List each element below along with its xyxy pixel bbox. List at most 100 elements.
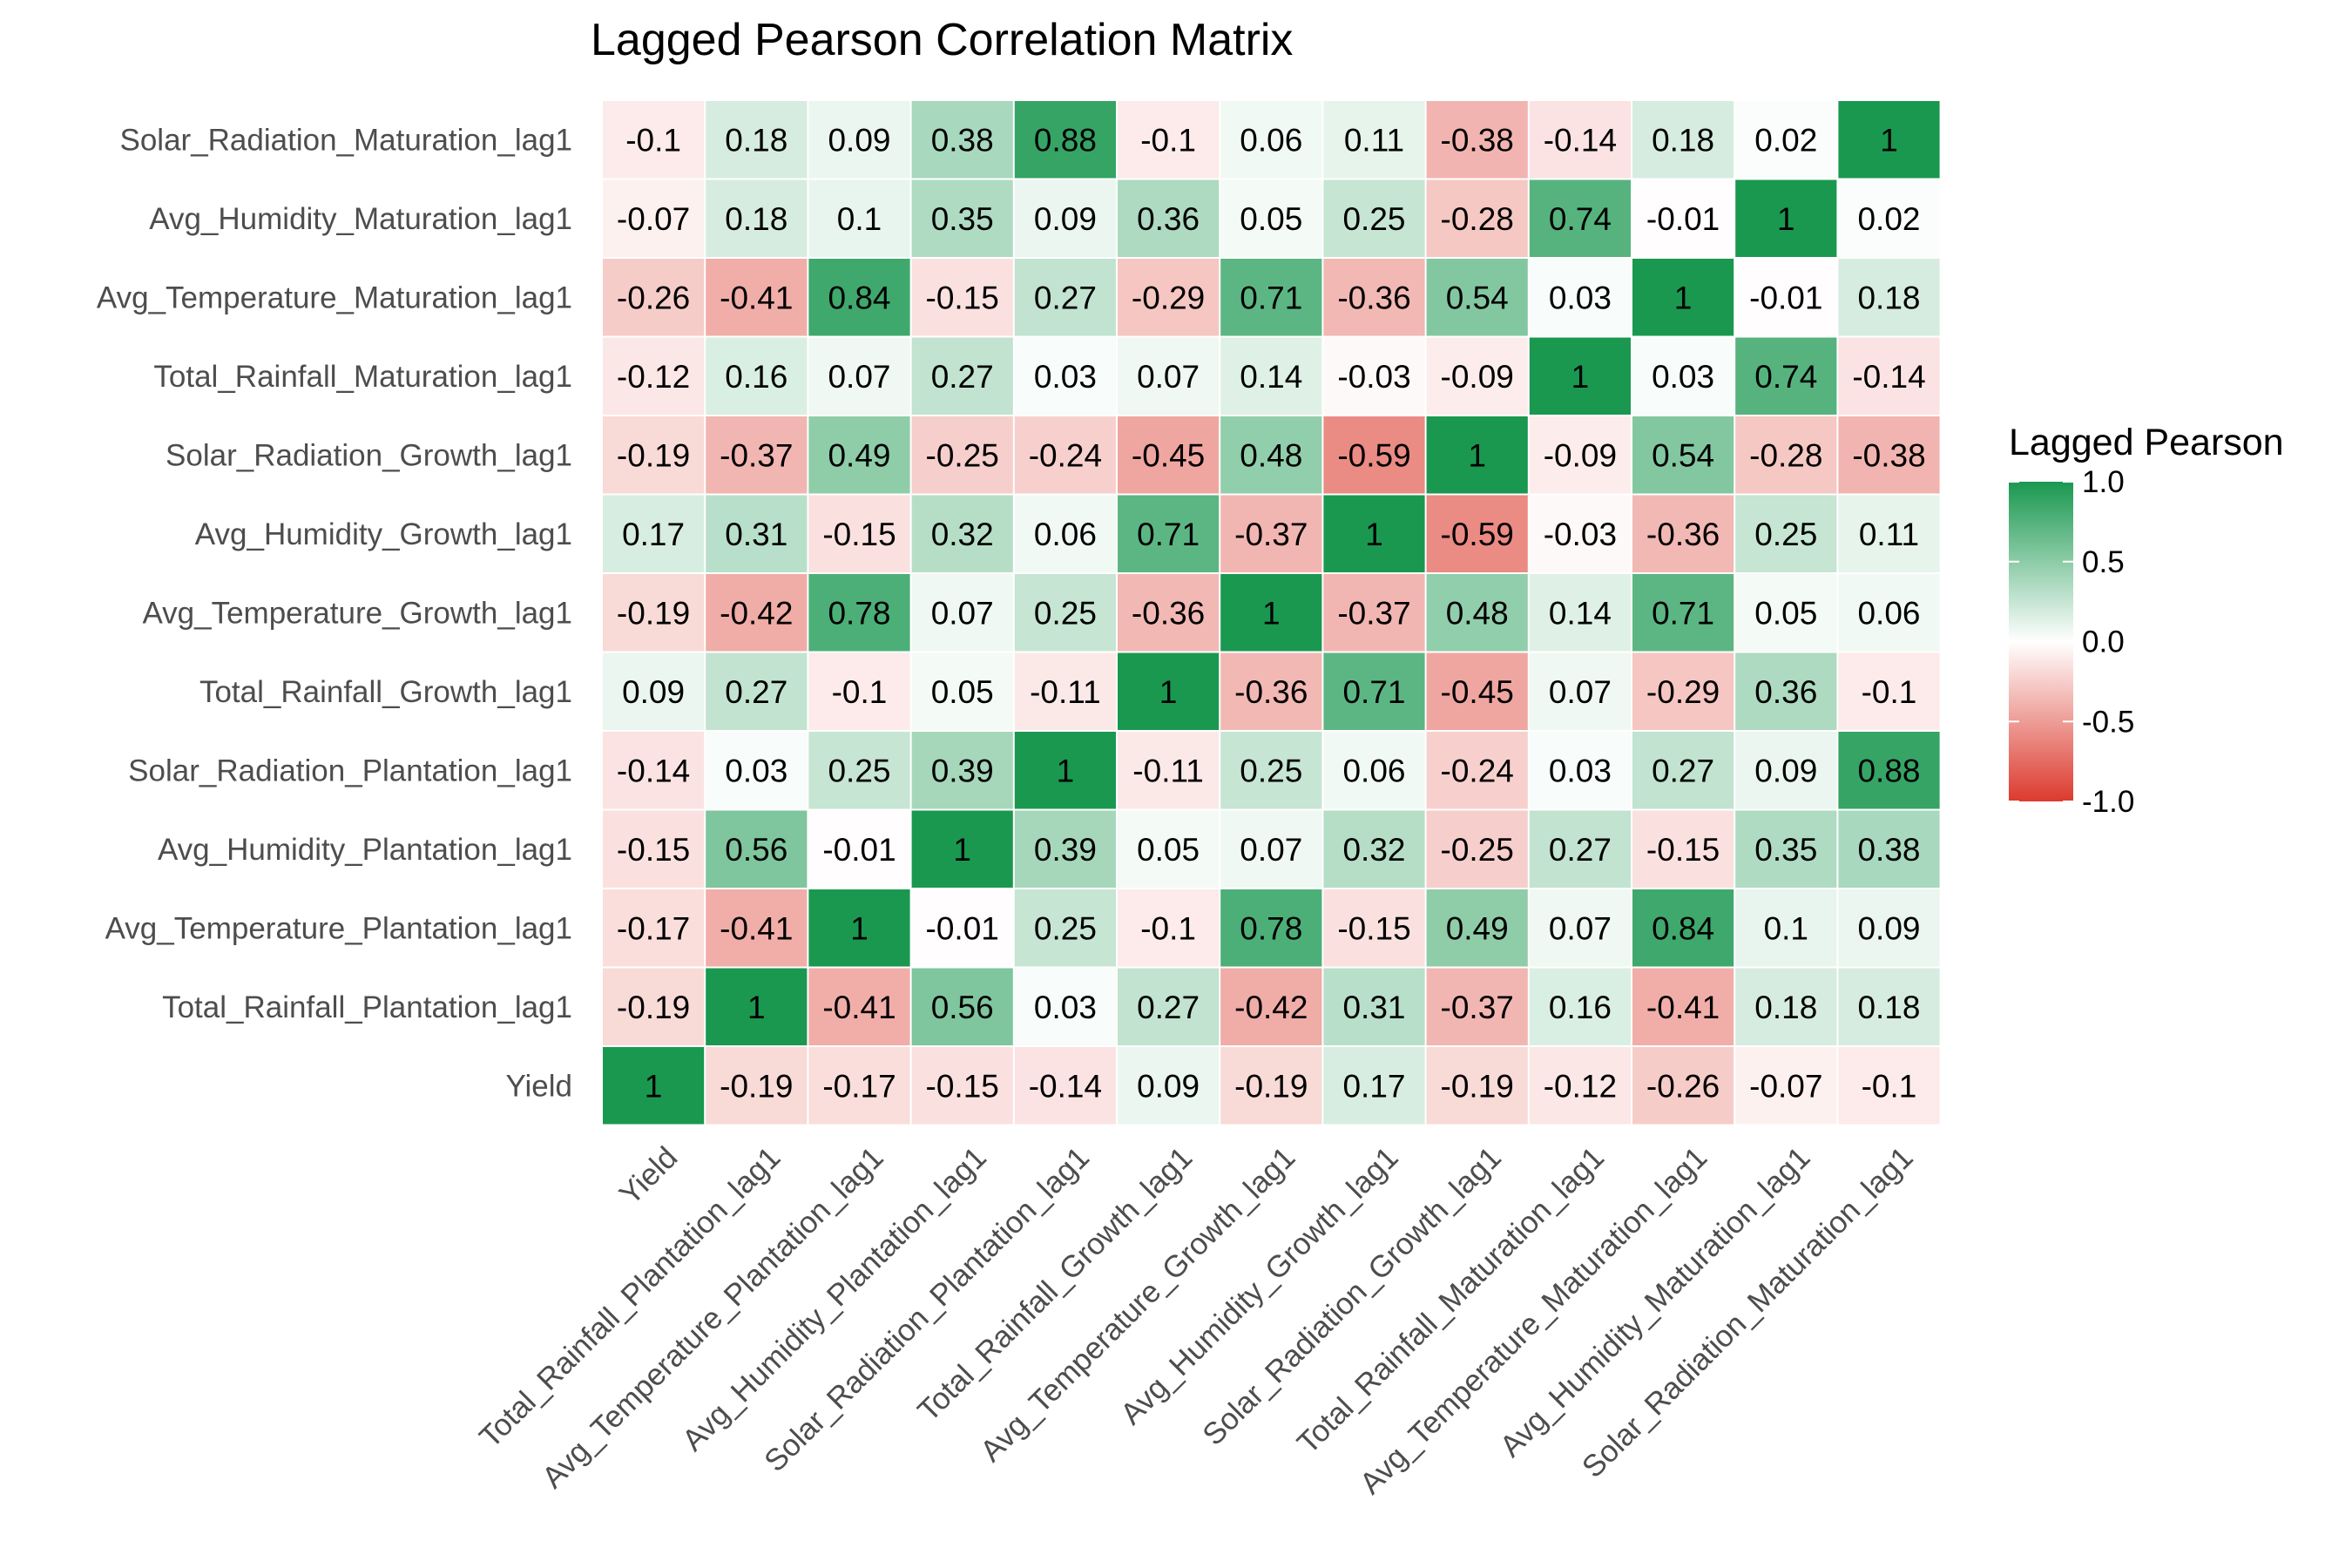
legend-tick-label: 0.5: [2082, 545, 2125, 579]
heatmap-cell: [1014, 810, 1116, 888]
heatmap-cell: [911, 652, 1013, 730]
cell-value-label: 0.84: [828, 280, 890, 315]
legend-tick-label: -0.5: [2082, 705, 2134, 739]
y-tick-label: Avg_Humidity_Plantation_lag1: [158, 833, 572, 867]
heatmap-cell: [1426, 810, 1528, 888]
heatmap-cell: [1632, 179, 1734, 257]
cell-value-label: -0.41: [1646, 990, 1720, 1025]
legend-colorbar: [2009, 482, 2073, 801]
cell-value-label: -0.19: [1234, 1068, 1308, 1104]
cell-value-label: -0.1: [1140, 910, 1196, 946]
cell-value-label: -0.03: [1337, 359, 1410, 395]
cell-value-label: 0.09: [1034, 201, 1097, 237]
heatmap-cell: [1014, 1047, 1116, 1125]
cell-value-label: 1: [1057, 753, 1075, 788]
heatmap-cell: [1632, 889, 1734, 967]
cell-value-label: -0.15: [1646, 832, 1720, 868]
cell-value-label: 0.07: [1549, 674, 1612, 710]
cell-value-label: 1: [953, 832, 971, 868]
heatmap-cell: [808, 732, 910, 809]
cell-value-label: 0.25: [1240, 753, 1302, 788]
cell-value-label: -0.28: [1441, 201, 1514, 237]
heatmap-cell: [1014, 652, 1116, 730]
cell-value-label: -0.14: [617, 753, 690, 788]
heatmap-cell: [603, 574, 705, 652]
y-tick-label: Avg_Humidity_Maturation_lag1: [149, 202, 572, 236]
cell-value-label: 1: [747, 990, 766, 1025]
heatmap-cell: [706, 495, 808, 572]
heatmap-cell: [1323, 259, 1425, 336]
heatmap-cell: [1118, 732, 1220, 809]
cell-value-label: 1: [1880, 122, 1898, 158]
cell-value-label: 0.16: [725, 359, 787, 395]
heatmap-cell: [1220, 574, 1322, 652]
cell-value-label: 0.14: [1549, 595, 1612, 631]
cell-value-label: 0.18: [1857, 990, 1920, 1025]
cell-value-label: 0.05: [1754, 595, 1817, 631]
heatmap-cell: [1838, 259, 1940, 336]
heatmap-cell: [1529, 889, 1631, 967]
heatmap-cell: [603, 416, 705, 494]
heatmap-cell: [1323, 101, 1425, 179]
heatmap-cell: [1220, 101, 1322, 179]
heatmap-cell: [1838, 810, 1940, 888]
heatmap-cell: [1118, 1047, 1220, 1125]
cell-value-label: 0.18: [1652, 122, 1714, 158]
heatmap-cell: [1735, 968, 1837, 1045]
cell-value-label: -0.38: [1852, 437, 1925, 473]
heatmap-cell: [706, 574, 808, 652]
heatmap-cell: [1426, 416, 1528, 494]
cell-value-label: 0.09: [828, 122, 890, 158]
heatmap-cell: [1014, 732, 1116, 809]
cell-value-label: 0.07: [1137, 359, 1200, 395]
cell-value-label: 0.1: [837, 201, 882, 237]
heatmap-cell: [1220, 416, 1322, 494]
cell-value-label: 0.17: [622, 517, 685, 552]
cell-value-label: 0.35: [1754, 832, 1817, 868]
cell-value-label: -0.42: [720, 595, 793, 631]
heatmap-cell: [1323, 652, 1425, 730]
heatmap-cell: [603, 732, 705, 809]
y-tick-label: Avg_Temperature_Plantation_lag1: [105, 911, 572, 945]
heatmap-cell: [911, 495, 1013, 572]
color-legend: Lagged Pearson 1.0 0.5 0.0 -0.5 -1.0: [2009, 422, 2284, 819]
cell-value-label: 0.71: [1240, 280, 1302, 315]
heatmap-cell: [1838, 1047, 1940, 1125]
cell-value-label: 0.49: [828, 437, 890, 473]
cell-value-label: -0.37: [1234, 517, 1308, 552]
cell-value-label: 0.17: [1342, 1068, 1405, 1104]
heatmap-cell: [911, 259, 1013, 336]
cell-value-label: -0.15: [926, 1068, 999, 1104]
heatmap-cell: [1529, 732, 1631, 809]
cell-value-label: 0.03: [1034, 359, 1097, 395]
cell-value-label: 0.05: [931, 674, 994, 710]
heatmap-cell: [1118, 179, 1220, 257]
heatmap-cell: [808, 179, 910, 257]
cell-value-label: 0.09: [622, 674, 685, 710]
heatmap-cell: [1323, 732, 1425, 809]
heatmap-cell: [1220, 179, 1322, 257]
y-axis-labels: Yield Total_Rainfall_Plantation_lag1 Avg_T…: [97, 123, 572, 1103]
heatmap-cell: [603, 810, 705, 888]
cell-value-label: 0.02: [1754, 122, 1817, 158]
heatmap-cell: [1632, 1047, 1734, 1125]
cell-value-label: 0.39: [931, 753, 994, 788]
cell-value-label: 1: [645, 1068, 663, 1104]
heatmap-cell: [1632, 337, 1734, 415]
cell-value-label: 0.27: [1137, 990, 1200, 1025]
cell-value-label: -0.41: [720, 280, 793, 315]
y-tick-label: Yield: [505, 1069, 572, 1103]
heatmap-cell: [1323, 1047, 1425, 1125]
heatmap-cell: [911, 732, 1013, 809]
heatmap-cell: [706, 259, 808, 336]
heatmap-cell: [1632, 652, 1734, 730]
cell-value-label: 0.88: [1034, 122, 1097, 158]
cell-value-label: 1: [1777, 201, 1795, 237]
heatmap-cell: [808, 652, 910, 730]
heatmap-cell: [911, 574, 1013, 652]
heatmap-cell: [706, 889, 808, 967]
cell-value-label: 0.31: [1342, 990, 1405, 1025]
heatmap-cell: [808, 101, 910, 179]
cell-value-label: 0.18: [1857, 280, 1920, 315]
